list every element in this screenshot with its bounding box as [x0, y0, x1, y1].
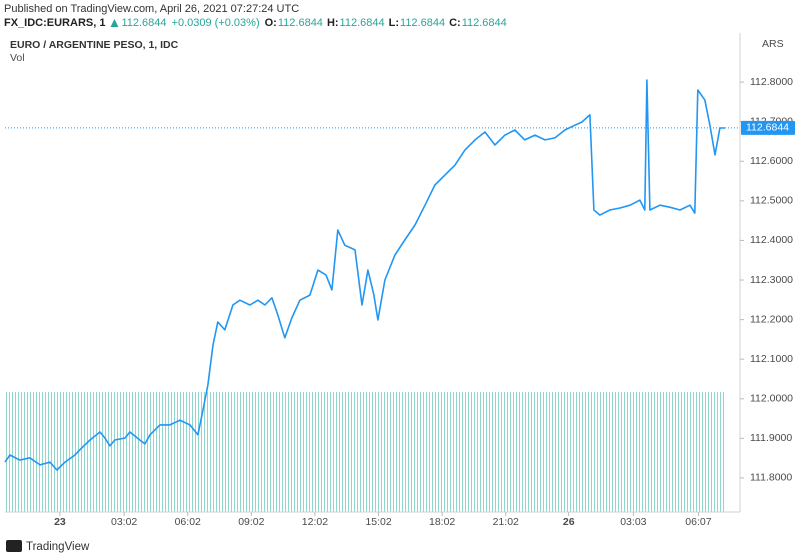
last-price-box: [741, 120, 795, 135]
symbol: FX_IDC:EURARS, 1: [4, 17, 105, 29]
change: +0.0309 (+0.03%): [172, 17, 260, 29]
x-tick-label: 15:02: [365, 516, 391, 528]
y-tick-label: 112.6000: [750, 155, 793, 167]
y-tick-label: 112.0000: [750, 393, 793, 405]
x-tick-label: 06:07: [685, 516, 711, 528]
ohlc-label: L:: [389, 17, 399, 29]
currency-label: ARS: [762, 38, 784, 50]
y-tick-label: 112.5000: [750, 195, 793, 207]
ohlc-value: 112.6844: [278, 17, 323, 29]
logo: [6, 540, 22, 552]
x-tick-label: 26: [563, 516, 575, 528]
x-tick-label: 21:02: [493, 516, 519, 528]
x-tick-label: 18:02: [429, 516, 455, 528]
x-tick-label: 03:02: [111, 516, 137, 528]
up-arrow: [110, 19, 119, 27]
y-tick-label: 112.3000: [750, 274, 793, 286]
ohlc-value: 112.6844: [462, 17, 507, 29]
ohlc-label: H:: [327, 17, 339, 29]
last-price: 112.6844: [121, 17, 166, 29]
y-tick-label: 112.2000: [750, 313, 793, 325]
footer: TradingView: [6, 540, 90, 553]
published-note: Published on TradingView.com, April 26, …: [4, 3, 299, 15]
x-tick-label: 23: [54, 516, 66, 528]
y-tick-label: 111.8000: [750, 472, 792, 484]
ohlc-value: 112.6844: [340, 17, 385, 29]
ohlc-value: 112.6844: [400, 17, 445, 29]
chart-title: EURO / ARGENTINE PESO, 1, IDC: [10, 39, 179, 51]
x-tick-label: 09:02: [238, 516, 264, 528]
ohlc-label: O:: [265, 17, 277, 29]
price-line: [4, 79, 725, 471]
last-price-label: 112.6844: [746, 122, 789, 134]
legend-line: FX_IDC:EURARS, 1 112.6844 +0.0309 (+0.03%)…: [4, 17, 507, 29]
volume-bars: [5, 392, 725, 512]
ohlc-label: C:: [449, 17, 461, 29]
y-tick-label: 112.1000: [750, 353, 793, 365]
x-tick-label: 03:03: [620, 516, 646, 528]
y-tick-label: 111.9000: [750, 432, 792, 444]
volume-label: Vol: [10, 52, 25, 64]
x-tick-label: 12:02: [302, 516, 328, 528]
y-tick-label: 112.8000: [750, 76, 793, 88]
y-tick-label: 112.4000: [750, 234, 793, 246]
x-tick-label: 06:02: [175, 516, 201, 528]
footer-brand: TradingView: [26, 541, 90, 553]
